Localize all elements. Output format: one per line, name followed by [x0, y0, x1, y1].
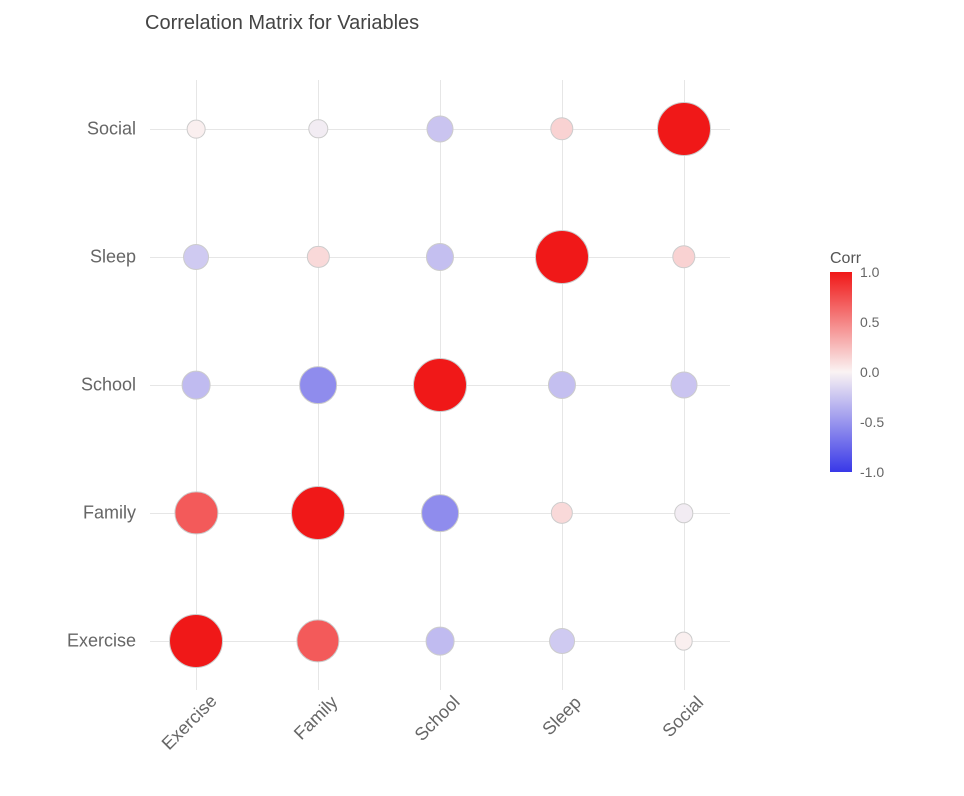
correlation-bubble [182, 371, 211, 400]
x-axis-label: School [411, 692, 465, 746]
correlation-bubble [426, 627, 455, 656]
correlation-bubble [550, 117, 573, 140]
correlation-bubble [299, 366, 337, 404]
correlation-bubble [674, 503, 693, 522]
chart-title: Correlation Matrix for Variables [145, 12, 419, 35]
correlation-bubble [175, 492, 218, 535]
legend-tick: 1.0 [852, 264, 879, 280]
correlation-bubble [297, 620, 340, 663]
y-axis-label: Exercise [67, 631, 150, 652]
legend-tick: -1.0 [852, 464, 884, 480]
correlation-bubble [413, 358, 467, 412]
correlation-bubble [187, 119, 206, 138]
correlation-bubble [169, 614, 223, 668]
correlation-bubble [674, 632, 693, 651]
legend-colorbar: 1.00.50.0-0.5-1.0 [830, 272, 852, 472]
y-axis-label: School [81, 375, 150, 396]
chart-container: Correlation Matrix for Variables SocialS… [0, 0, 964, 796]
correlation-bubble [672, 245, 695, 268]
plot-area: SocialSleepSchoolFamilyExerciseExerciseF… [150, 80, 730, 690]
y-axis-label: Family [83, 503, 150, 524]
legend-tick: 0.0 [852, 364, 879, 380]
correlation-bubble [535, 230, 589, 284]
correlation-bubble [426, 243, 454, 271]
correlation-bubble [427, 115, 454, 142]
y-axis-label: Social [87, 118, 150, 139]
x-axis-label: Exercise [158, 691, 222, 755]
correlation-bubble [670, 372, 697, 399]
y-axis-label: Sleep [90, 246, 150, 267]
x-axis-label: Family [290, 692, 342, 744]
correlation-bubble [183, 244, 209, 270]
correlation-bubble [551, 502, 573, 524]
correlation-bubble [549, 628, 575, 654]
correlation-bubble [307, 246, 329, 268]
correlation-bubble [308, 119, 327, 138]
x-axis-label: Social [658, 692, 708, 742]
correlation-bubble [421, 494, 459, 532]
x-axis-label: Sleep [538, 692, 585, 739]
correlation-bubble [548, 371, 576, 399]
legend-tick: 0.5 [852, 314, 879, 330]
color-legend: Corr 1.00.50.0-0.5-1.0 [830, 250, 861, 472]
correlation-bubble [291, 486, 345, 540]
legend-tick: -0.5 [852, 414, 884, 430]
correlation-bubble [657, 102, 711, 156]
